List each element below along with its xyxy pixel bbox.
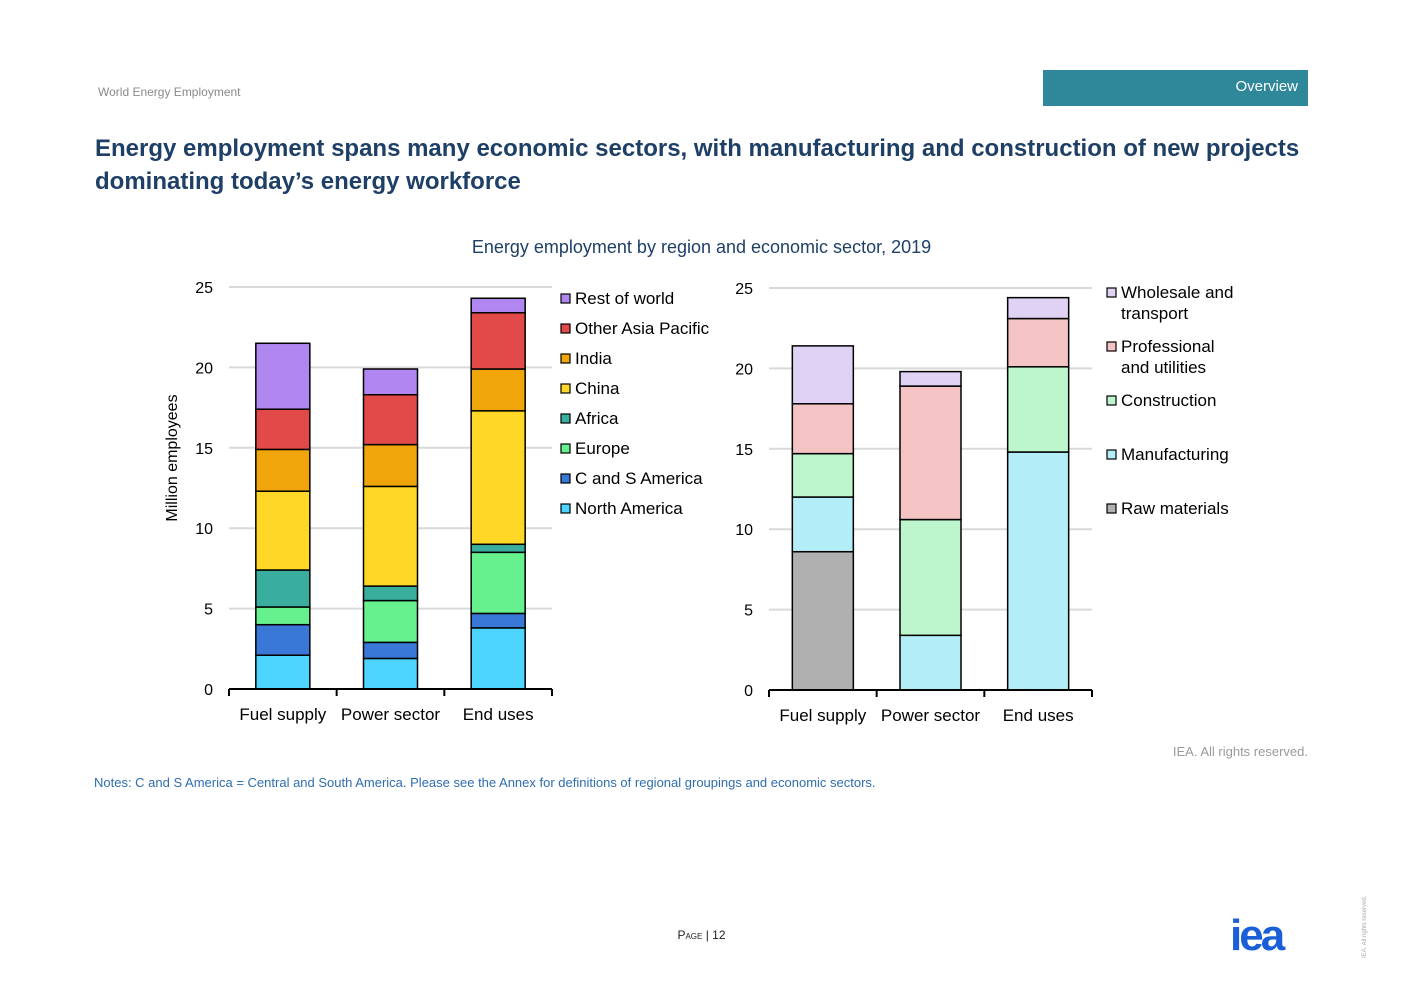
bar-segment [255,654,311,690]
y-tick-label: 20 [735,361,753,378]
legend-swatch [1106,287,1117,298]
legend-swatch [1106,503,1117,514]
y-tick-label: 0 [204,682,213,699]
iea-logo-text: iea [1230,916,1286,956]
page-label: Page [677,928,703,942]
bar-segment [470,297,526,314]
legend-swatch [560,503,571,514]
bar-segment [362,599,419,644]
legend-label: India [575,349,612,368]
legend-label: Other Asia Pacific [575,319,710,338]
y-axis-label: Million employees [164,394,181,521]
legend-label: transport [1121,304,1188,323]
y-tick-label: 0 [744,683,753,700]
legend-swatch [1106,449,1117,460]
legend-swatch [560,443,571,454]
right-chart-sector: 0 5 10 15 20 25 Fuel supply Power sector End use… [735,281,1233,725]
legend-swatch [560,323,571,334]
legend-swatch [1106,395,1117,406]
bar-segment [470,612,526,629]
iea-logo: iea [1230,916,1289,956]
page-number: Page | 12 [677,928,726,942]
bar-segment [1006,296,1070,320]
bar-segment [362,368,419,396]
bar-segment [791,403,855,455]
overview-tab[interactable]: Overview [1043,70,1308,106]
x-tick-label: End uses [1003,706,1074,725]
legend-label: Raw materials [1121,499,1229,518]
bar-segment [899,518,962,637]
bar-segment [255,623,311,656]
bar-segment [470,543,526,554]
bar-segment [362,443,419,488]
bar-segment [1006,451,1070,691]
y-tick-label: 15 [195,441,213,458]
legend-swatch [1106,341,1117,352]
bar-segment [470,627,526,690]
y-tick-label: 10 [195,521,213,538]
bar-segment [255,342,311,410]
legend-label: China [575,379,620,398]
bar-segment [791,345,855,405]
bar-segment [1006,366,1070,453]
legend-swatch [560,413,571,424]
legend-label: Europe [575,439,630,458]
report-name: World Energy Employment [98,85,241,99]
bar-segment [1006,317,1070,368]
y-tick-label: 5 [744,603,753,620]
legend-label: and utilities [1121,358,1206,377]
y-tick-label: 20 [195,360,213,377]
legend-label: Manufacturing [1121,445,1229,464]
legend-swatch [560,353,571,364]
bar-segment [255,408,311,451]
legend-swatch [560,473,571,484]
x-tick-label: Fuel supply [779,706,866,725]
y-tick-label: 25 [735,281,753,298]
legend-label: Rest of world [575,289,674,308]
legend-label: Africa [575,409,619,428]
legend-label: North America [575,499,683,518]
legend-label: Construction [1121,391,1216,410]
x-tick-label: Power sector [881,706,981,725]
bar-segment [899,634,962,691]
bar-segment [255,606,311,626]
y-tick-label: 5 [204,602,213,619]
bar-segment [791,550,855,691]
left-chart-region: 0 5 10 15 20 25 Fuel supply Power sector End use… [164,280,710,724]
chart-title: Energy employment by region and economic… [471,237,932,257]
legend-swatch [560,383,571,394]
legend-swatch [560,293,571,304]
x-tick-label: Fuel supply [239,705,326,724]
bar-segment [899,385,962,521]
copyright: IEA. All rights reserved. [1172,744,1308,759]
bar-segment [255,490,311,571]
legend-label: Professional [1121,337,1215,356]
y-tick-label: 15 [735,442,753,459]
bar-segment [255,569,311,608]
bar-segment [470,311,526,370]
bar-segment [470,410,526,546]
legend-label: Wholesale and [1121,283,1233,302]
bar-segment [470,368,526,412]
notes: Notes: C and S America = Central and Sou… [94,775,876,790]
bar-segment [255,448,311,492]
x-tick-label: End uses [463,705,534,724]
y-tick-label: 25 [195,280,213,297]
headline: Energy employment spans many economic se… [95,135,1300,195]
bar-segment [362,393,419,446]
bar-segment [899,370,962,387]
bar-segment [362,657,419,690]
bar-segment [791,452,855,498]
y-tick-label: 10 [735,522,753,539]
x-tick-label: Power sector [341,705,441,724]
bar-segment [362,485,419,587]
bar-segment [791,496,855,553]
bar-segment [362,641,419,660]
page-number-value: 12 [712,928,726,942]
bar-segment [470,551,526,615]
legend-label: C and S America [575,469,703,488]
side-note: IEA. All rights reserved. [1362,895,1368,958]
bar-segment [362,585,419,602]
